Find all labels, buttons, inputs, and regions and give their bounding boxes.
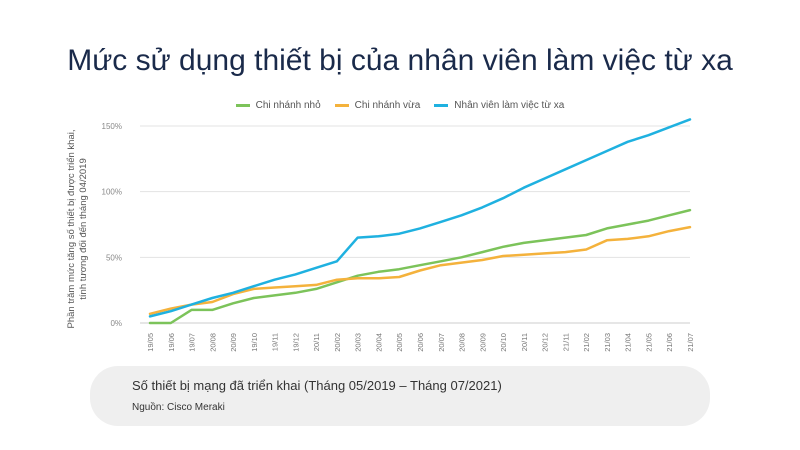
x-tick-label: 20/07 <box>437 333 446 352</box>
x-tick-label: 19/06 <box>167 333 176 352</box>
x-tick-label: 20/04 <box>374 333 383 352</box>
series-line-chi-nhánh-nhỏ <box>148 208 692 325</box>
line-chart: 0% 50% 100% 150% 19/05 19/06 19/07 20/08 20/09 19… <box>102 118 695 352</box>
x-tick-label: 21/05 <box>644 333 653 352</box>
x-tick-label: 20/11 <box>312 333 321 351</box>
x-tick-label: 19/05 <box>146 333 155 352</box>
caption-text: Số thiết bị mạng đã triển khai (Tháng 05… <box>132 378 502 393</box>
x-tick-label: 19/10 <box>250 333 259 352</box>
x-tick-label: 19/07 <box>188 333 197 352</box>
legend-swatch-medium-branch <box>334 104 349 107</box>
x-tick-label: 20/09 <box>478 333 487 352</box>
x-tick-label: 20/11 <box>520 333 529 351</box>
legend-swatch-small-branch <box>235 104 250 107</box>
y-tick-label: 0% <box>110 319 122 328</box>
x-tick-label: 21/04 <box>624 333 633 352</box>
caption-box: Số thiết bị mạng đã triển khai (Tháng 05… <box>90 366 710 426</box>
x-tick-label: 20/06 <box>416 333 425 352</box>
x-tick-label: 21/06 <box>665 333 674 352</box>
x-tick-label: 21/02 <box>582 333 591 352</box>
series-line-nhân-viên-làm-việc-từ-xa <box>148 118 692 318</box>
x-tick-label: 19/11 <box>271 333 280 351</box>
x-tick-label: 20/02 <box>333 333 342 352</box>
chart-title: Mức sử dụng thiết bị của nhân viên làm v… <box>67 44 733 77</box>
legend: Chi nhánh nhỏ Chi nhánh vừa Nhân viên là… <box>0 100 800 111</box>
x-tick-label: 20/08 <box>458 333 467 352</box>
legend-item-medium-branch: Chi nhánh vừa <box>334 100 421 111</box>
y-tick-label: 150% <box>102 122 122 131</box>
x-tick-label: 20/08 <box>208 333 217 352</box>
legend-swatch-remote-workers <box>434 104 449 107</box>
y-tick-label: 100% <box>102 188 122 197</box>
legend-label-remote-workers: Nhân viên làm việc từ xa <box>454 100 565 111</box>
y-tick-label: 50% <box>106 253 122 262</box>
x-tick-label: 21/11 <box>561 333 570 351</box>
x-tick-label: 21/07 <box>686 333 695 352</box>
x-tick-label: 20/03 <box>354 333 363 352</box>
x-tick-label: 20/09 <box>229 333 238 352</box>
x-tick-label: 19/12 <box>291 333 300 352</box>
source-text: Nguồn: Cisco Meraki <box>132 402 225 413</box>
legend-item-remote-workers: Nhân viên làm việc từ xa <box>434 100 564 111</box>
x-tick-label: 21/03 <box>603 333 612 352</box>
x-tick-label: 20/12 <box>541 333 550 352</box>
series-line-chi-nhánh-vừa <box>148 225 692 316</box>
legend-label-small-branch: Chi nhánh nhỏ <box>255 100 321 111</box>
x-tick-label: 20/10 <box>499 333 508 352</box>
x-tick-label: 20/05 <box>395 333 404 352</box>
legend-label-medium-branch: Chi nhánh vừa <box>354 100 421 111</box>
legend-item-small-branch: Chi nhánh nhỏ <box>235 100 321 111</box>
